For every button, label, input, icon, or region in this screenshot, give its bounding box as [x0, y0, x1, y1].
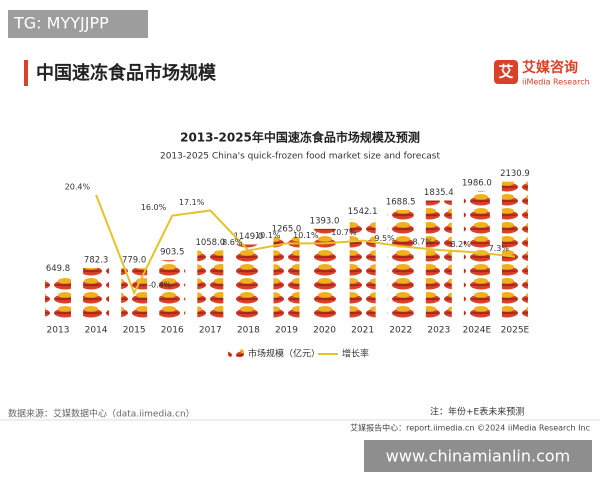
value-label: 903.5: [160, 248, 184, 258]
value-label: 8.6%: [222, 238, 243, 247]
bar: [463, 190, 490, 318]
logo-en: iiMedia Research: [522, 78, 590, 87]
site-watermark: www.chinamianlin.com: [386, 447, 570, 466]
legend-label: 市场规模（亿元）: [248, 348, 320, 360]
bar: [501, 181, 528, 318]
x-tick-label: 2014: [85, 326, 108, 336]
value-label: 779.0: [122, 256, 146, 266]
value-label: 10.1%: [255, 231, 281, 240]
value-label: 1542.1: [348, 207, 378, 217]
value-label: 2130.9: [500, 169, 530, 179]
x-tick-label: 2025E: [501, 326, 530, 336]
watermark: TG: MYYJJPP: [13, 14, 109, 33]
value-label: -0.4%: [148, 280, 172, 289]
value-label: 1265.0: [272, 225, 302, 235]
value-label: 10.7%: [331, 228, 357, 237]
source: 数据来源：艾媒数据中心（data.iimedia.cn）: [8, 408, 195, 420]
logo-icon: [494, 60, 518, 84]
x-tick-label: 2019: [275, 326, 298, 336]
value-label: 17.1%: [179, 198, 205, 207]
bar: [235, 244, 262, 318]
legend-icon: [228, 349, 244, 357]
site-box: [364, 440, 592, 472]
x-tick-label: 2017: [199, 326, 222, 336]
bar: [349, 219, 376, 318]
value-label: 1835.4: [424, 188, 454, 198]
legend-label: 增长率: [342, 348, 369, 360]
value-label: 7.3%: [489, 244, 510, 253]
logo-glyph: 艾: [498, 63, 513, 81]
watermark-box: [8, 10, 148, 38]
value-label: 9.5%: [374, 234, 395, 243]
chart-subtitle: 2013-2025 China's quick-frozen food mark…: [160, 152, 441, 162]
title-accent: [24, 60, 28, 86]
value-label: 1393.0: [310, 216, 340, 226]
bar: [197, 250, 224, 318]
x-tick-label: 2022: [389, 326, 412, 336]
page-title: 中国速冻食品市场规模: [36, 62, 217, 84]
bar: [425, 200, 452, 318]
chart-title: 2013-2025年中国速冻食品市场规模及预测: [180, 130, 420, 145]
bar: [273, 237, 300, 318]
x-tick-label: 2016: [161, 326, 184, 336]
bar: [387, 209, 414, 318]
bar: [159, 260, 186, 318]
credit: 艾媒报告中心：report.iimedia.cn ©2024 iiMedia R…: [350, 423, 590, 433]
x-tick-label: 2020: [313, 326, 336, 336]
value-label: 16.0%: [141, 203, 167, 212]
x-tick-label: 2018: [237, 326, 260, 336]
value-label: 8.2%: [451, 240, 472, 249]
bar: [83, 267, 110, 318]
value-label: 1986.0: [462, 178, 492, 188]
legend: 市场规模（亿元） 增长率: [228, 348, 369, 360]
value-label: 1058.0: [195, 238, 225, 248]
value-label: 1149.0: [234, 232, 264, 242]
x-tick-label: 2015: [123, 326, 146, 336]
value-label: 10.1%: [293, 231, 319, 240]
value-label: 20.4%: [65, 182, 91, 191]
x-tick-label: 2013: [47, 326, 70, 336]
value-label: 1688.5: [386, 197, 416, 207]
x-tick-label: 2021: [351, 326, 374, 336]
x-tick-label: 2023: [427, 326, 450, 336]
note: 注：年份+E表未来预测: [430, 406, 524, 418]
value-label: 8.7%: [412, 238, 433, 247]
value-label: 782.3: [84, 255, 108, 265]
x-tick-label: 2024E: [463, 326, 492, 336]
value-label: 649.8: [46, 264, 70, 274]
growth-line: [95, 194, 516, 296]
logo-cn: 艾媒咨询: [522, 59, 578, 76]
bar: [45, 276, 71, 318]
